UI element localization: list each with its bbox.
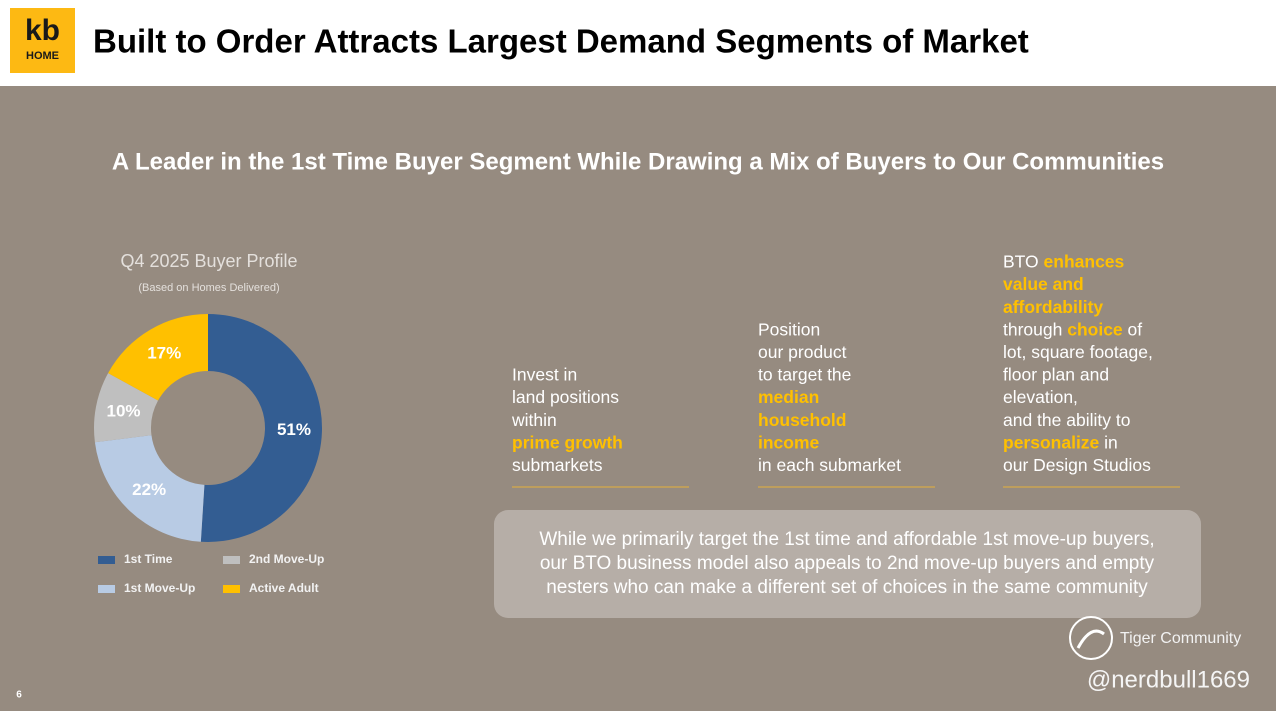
column-line: floor plan and [1003,364,1109,384]
body-text: within [511,409,557,429]
highlight-text: value and [1003,274,1084,294]
column-line: within [511,409,557,429]
column-line: and the ability to [1003,409,1130,429]
donut-segment [108,314,208,401]
callout-text: While we primarily target the 1st time a… [539,529,1154,550]
body-text: submarkets [512,455,603,475]
body-text: of [1123,319,1143,339]
column-line: Invest in [512,364,577,384]
body-text: in each submarket [758,455,901,475]
body-text: in [1099,432,1117,452]
data-label: 51% [277,420,311,439]
column-line: land positions [512,387,619,407]
column-line: elevation, [1003,387,1078,407]
header-bar [0,0,1276,86]
logo-box [10,8,75,73]
column-line: Position [758,319,820,339]
column-line: in each submarket [758,455,901,475]
column-line: through choice of [1003,319,1142,339]
highlight-text: prime growth [512,432,623,452]
legend-label: 1st Move-Up [124,581,195,595]
body-text: and the ability to [1003,409,1130,429]
page-number: 6 [16,690,22,701]
column-line: personalize in [1003,432,1118,452]
highlight-text: income [758,432,820,452]
column-line: value and [1003,274,1084,294]
column-line: BTO enhances [1003,251,1125,271]
callout-text: nesters who can make a different set of … [546,577,1148,598]
column-line: median [758,387,819,407]
body-text: Position [758,319,820,339]
body-text: our product [758,342,847,362]
watermark-icon-mark [1076,629,1105,649]
legend-swatch [98,556,115,564]
body-text: lot, square footage, [1003,342,1153,362]
callout-text: our BTO business model also appeals to 2… [540,553,1155,574]
data-label: 10% [107,401,141,420]
highlight-text: personalize [1003,432,1100,452]
watermark-brand: Tiger Community [1120,630,1241,647]
column-line: prime growth [512,432,623,452]
page-title: Built to Order Attracts Largest Demand S… [93,23,1029,60]
watermark-icon [1069,616,1113,660]
column-line: household [758,409,846,429]
donut-segment [94,373,159,443]
legend-swatch [98,585,115,593]
body-text: to target the [758,364,851,384]
slide-subtitle: A Leader in the 1st Time Buyer Segment W… [112,148,1164,175]
column-line: income [758,432,820,452]
legend-label: Active Adult [249,581,319,595]
logo-subtext: HOME [26,50,59,62]
body-text: elevation, [1003,387,1078,407]
body-text: land positions [512,387,619,407]
highlight-text: affordability [1003,296,1103,316]
body-text: through [1003,319,1067,339]
column-line: our Design Studios [1003,455,1151,475]
data-label: 17% [147,343,181,362]
highlight-text: household [758,409,846,429]
legend-label: 2nd Move-Up [249,552,324,566]
body-text: floor plan and [1003,364,1109,384]
chart-title: Q4 2025 Buyer Profile [120,251,297,271]
legend-swatch [223,585,240,593]
data-label: 22% [132,480,166,499]
highlight-text: choice [1067,319,1123,339]
body-text: Invest in [512,364,577,384]
highlight-text: enhances [1044,251,1125,271]
body-text: our Design Studios [1003,455,1151,475]
chart-subtitle: (Based on Homes Delivered) [138,282,279,294]
donut-segment [200,314,323,542]
column-line: affordability [1003,296,1103,316]
highlight-text: median [758,387,819,407]
logo-text: kb [25,14,60,47]
body-text: BTO [1003,251,1044,271]
column-line: to target the [758,364,851,384]
donut-segment [94,435,205,542]
legend-swatch [223,556,240,564]
watermark-handle: @nerdbull1669 [1087,666,1250,693]
column-line: our product [758,342,847,362]
callout-box [494,510,1201,618]
column-line: submarkets [512,455,603,475]
column-line: lot, square footage, [1003,342,1153,362]
legend-label: 1st Time [124,552,173,566]
